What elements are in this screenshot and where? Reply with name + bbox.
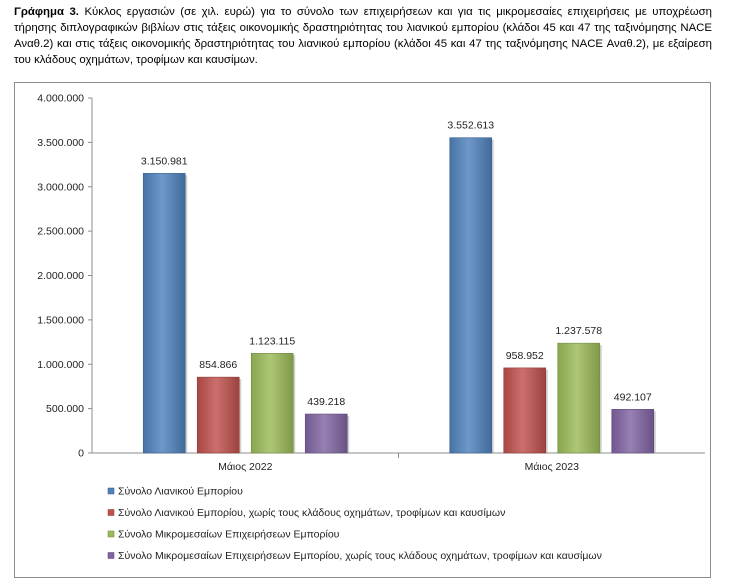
data-label: 958.952 xyxy=(506,350,544,362)
y-tick-label: 3.500.000 xyxy=(37,137,84,149)
legend-swatch xyxy=(107,552,115,559)
bar xyxy=(250,353,294,454)
data-label: 439.218 xyxy=(307,396,345,408)
bar xyxy=(196,376,240,454)
legend-swatch xyxy=(107,487,115,495)
data-label: 1.237.578 xyxy=(555,325,602,337)
legend-swatch xyxy=(107,530,115,538)
y-tick-label: 0 xyxy=(78,448,84,460)
bar xyxy=(503,367,547,454)
bar xyxy=(611,409,655,454)
y-tick-label: 1.500.000 xyxy=(37,314,84,326)
caption-text: Κύκλος εργασιών (σε χιλ. ευρώ) για το σύ… xyxy=(14,6,713,66)
chart-frame: 0 500.000 1.000.000 1.500.000 2.000.000 2.500… xyxy=(14,82,711,578)
data-label: 3.552.613 xyxy=(447,120,494,132)
x-category-label: Μάιος 2022 xyxy=(218,461,272,473)
y-tick-label: 2.000.000 xyxy=(37,270,84,282)
data-label: 492.107 xyxy=(614,391,652,403)
bar xyxy=(449,137,493,454)
y-tick-label: 500.000 xyxy=(46,403,84,415)
data-label: 1.123.115 xyxy=(249,335,295,347)
caption-label: Γράφημα 3. xyxy=(14,6,79,18)
legend-swatch xyxy=(107,509,115,516)
y-tick-label: 4.000.000 xyxy=(37,93,84,105)
y-tick-label: 3.000.000 xyxy=(37,181,84,193)
bar xyxy=(557,342,601,454)
y-tick-label: 2.500.000 xyxy=(37,226,84,238)
bar xyxy=(142,173,186,454)
bar-chart: 0 500.000 1.000.000 1.500.000 2.000.000 2.500… xyxy=(37,93,705,562)
chart-caption: Γράφημα 3. Κύκλος εργασιών (σε χιλ. ευρώ… xyxy=(14,4,712,68)
legend-label: Σύνολο Λιανικού Εμπορίου xyxy=(118,486,243,498)
data-label: 854.866 xyxy=(199,359,237,371)
y-tick-label: 1.000.000 xyxy=(37,359,84,371)
legend-label: Σύνολο Μικρομεσαίων Επιχειρήσεων Εμπορίο… xyxy=(118,529,340,541)
bar xyxy=(304,413,348,454)
x-category-label: Μάιος 2023 xyxy=(525,461,579,473)
legend-label: Σύνολο Μικρομεσαίων Επιχειρήσεων Εμπορίο… xyxy=(118,550,602,562)
legend-label: Σύνολο Λιανικού Εμπορίου, χωρίς τους κλά… xyxy=(118,507,505,519)
data-label: 3.150.981 xyxy=(141,155,188,167)
